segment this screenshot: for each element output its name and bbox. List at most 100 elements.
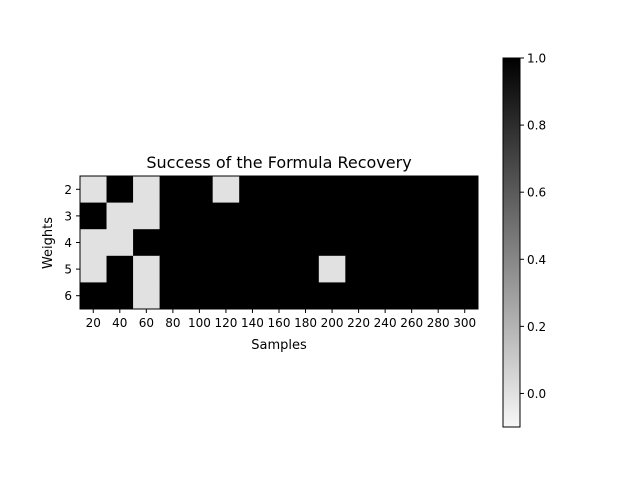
y-axis: 2 3 4 5 6: [64, 183, 80, 303]
x-tick-label: 240: [374, 316, 397, 330]
heatmap-cell: [318, 202, 346, 230]
heatmap-cell: [239, 202, 267, 230]
heatmap-cell: [239, 229, 267, 257]
heatmap-cell: [265, 202, 293, 230]
x-tick-label: 160: [268, 316, 291, 330]
colorbar-tick-label: 0.8: [527, 119, 546, 133]
heatmap-cell: [424, 255, 452, 283]
y-axis-label: Weights: [41, 217, 56, 269]
heatmap-cell: [398, 202, 426, 230]
heatmap-cell: [133, 202, 160, 230]
heatmap-cell: [318, 255, 346, 283]
heatmap-cell: [424, 282, 452, 310]
heatmap-cell: [106, 255, 134, 283]
heatmap-cell: [371, 282, 399, 310]
x-tick-label: 260: [400, 316, 423, 330]
heatmap-cell: [265, 229, 293, 257]
y-tick-label: 2: [64, 183, 72, 197]
heatmap-cell: [292, 229, 320, 257]
heatmap-cell: [133, 229, 160, 257]
heatmap-cell: [371, 202, 399, 230]
heatmap-cell: [212, 202, 240, 230]
heatmap-cell: [345, 176, 373, 203]
heatmap-cell: [398, 229, 426, 257]
heatmap-cell: [398, 282, 426, 310]
heatmap-cell: [106, 282, 134, 310]
x-tick-label: 60: [139, 316, 154, 330]
colorbar-tick-label: 0.6: [527, 186, 546, 200]
heatmap-cell: [212, 255, 240, 283]
x-tick-label: 180: [294, 316, 317, 330]
heatmap-cell: [265, 176, 293, 203]
y-tick-label: 3: [64, 209, 72, 223]
colorbar-ticks: 0.0 0.2 0.4 0.6 0.8 1.0: [520, 52, 546, 401]
heatmap-cell: [133, 176, 160, 203]
heatmap-cell: [212, 282, 240, 310]
heatmap-cell: [106, 202, 134, 230]
heatmap-cell: [451, 255, 479, 283]
colorbar: [502, 57, 521, 428]
heatmap-cell: [451, 282, 479, 310]
y-tick-label: 6: [64, 289, 72, 303]
colorbar-tick-label: 0.4: [527, 253, 546, 267]
heatmap-cell: [212, 176, 240, 203]
y-tick-label: 5: [64, 263, 72, 277]
x-tick-label: 100: [188, 316, 211, 330]
heatmap-cell: [186, 176, 214, 203]
x-tick-label: 20: [86, 316, 101, 330]
heatmap-cell: [292, 255, 320, 283]
heatmap-cell: [398, 176, 426, 203]
x-axis-label: Samples: [251, 338, 307, 353]
heatmap-cell: [186, 229, 214, 257]
heatmap-cell: [159, 202, 187, 230]
heatmap-cell: [371, 255, 399, 283]
colorbar-tick-label: 0.2: [527, 320, 546, 334]
heatmap-cell: [159, 229, 187, 257]
heatmap-cell: [424, 202, 452, 230]
heatmap-cell: [424, 229, 452, 257]
heatmap-cell: [80, 255, 107, 283]
x-tick-label: 200: [321, 316, 344, 330]
heatmap-cells: [80, 176, 479, 310]
heatmap-cell: [133, 255, 160, 283]
heatmap-cell: [106, 176, 134, 203]
heatmap-cell: [239, 176, 267, 203]
heatmap-cell: [133, 282, 160, 310]
heatmap-cell: [424, 176, 452, 203]
heatmap-cell: [318, 282, 346, 310]
x-axis: 20 40 60 80 100 120 140 160 180 200 220 240 260 280 30…: [86, 309, 476, 330]
heatmap-cell: [106, 229, 134, 257]
x-tick-label: 40: [112, 316, 127, 330]
heatmap-cell: [292, 202, 320, 230]
heatmap-cell: [451, 176, 479, 203]
heatmap-cell: [398, 255, 426, 283]
heatmap-cell: [345, 255, 373, 283]
heatmap-cell: [451, 202, 479, 230]
heatmap-cell: [345, 202, 373, 230]
heatmap-cell: [186, 282, 214, 310]
heatmap-cell: [186, 202, 214, 230]
heatmap-cell: [318, 176, 346, 203]
heatmap-cell: [80, 229, 107, 257]
heatmap-cell: [265, 255, 293, 283]
heatmap-cell: [371, 176, 399, 203]
x-tick-label: 140: [241, 316, 264, 330]
heatmap-cell: [371, 229, 399, 257]
colorbar-tick-label: 1.0: [527, 52, 546, 66]
x-tick-label: 80: [165, 316, 180, 330]
heatmap-cell: [239, 282, 267, 310]
heatmap-cell: [80, 176, 107, 203]
heatmap-cell: [345, 229, 373, 257]
colorbar-tick-label: 0.0: [527, 387, 546, 401]
heatmap-cell: [186, 255, 214, 283]
heatmap-cell: [239, 255, 267, 283]
heatmap-cell: [159, 176, 187, 203]
x-tick-label: 120: [214, 316, 237, 330]
heatmap-cell: [159, 282, 187, 310]
heatmap-cell: [265, 282, 293, 310]
x-tick-label: 280: [427, 316, 450, 330]
heatmap-cell: [80, 282, 107, 310]
x-tick-label: 300: [453, 316, 476, 330]
heatmap-cell: [80, 202, 107, 230]
